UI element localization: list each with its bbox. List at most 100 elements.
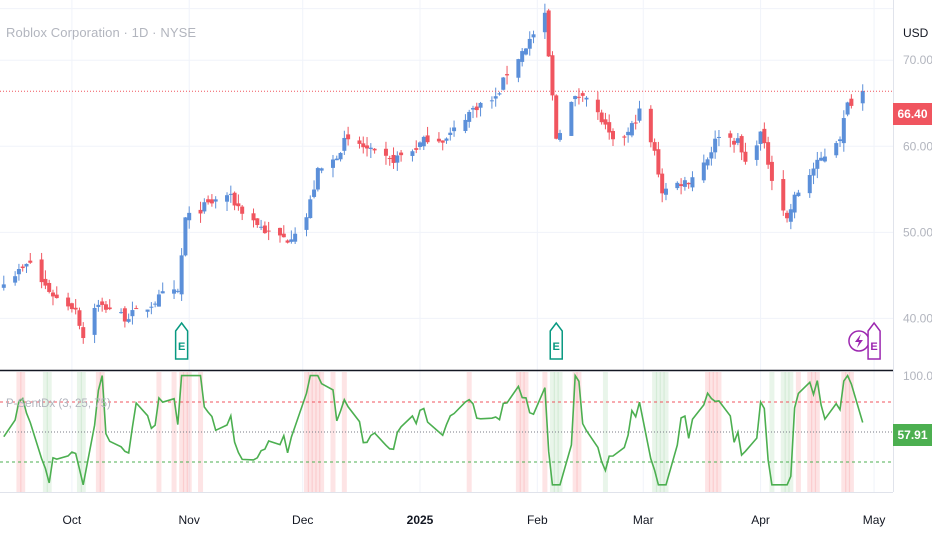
- candle: [372, 148, 377, 154]
- zone-band: [788, 372, 794, 492]
- time-tick-label: 2025: [407, 513, 434, 527]
- candle: [595, 91, 600, 120]
- candle-body: [807, 175, 812, 194]
- candle: [841, 110, 846, 152]
- candle: [130, 301, 135, 325]
- time-tick-label: Dec: [292, 513, 313, 527]
- candle: [732, 137, 737, 153]
- candle: [656, 141, 661, 178]
- candle-body: [701, 162, 706, 181]
- candle-body: [516, 59, 521, 78]
- candle-body: [474, 106, 479, 111]
- candle: [54, 286, 59, 299]
- candle-body: [16, 269, 21, 275]
- candle: [470, 105, 475, 119]
- earnings-icon[interactable]: E: [549, 321, 563, 360]
- candle-body: [107, 307, 112, 310]
- candle-body: [346, 134, 351, 140]
- candle-body: [781, 179, 786, 211]
- candle: [849, 94, 854, 109]
- candle: [807, 169, 812, 198]
- candle: [788, 203, 793, 230]
- candle: [811, 162, 816, 185]
- candle: [20, 264, 25, 272]
- candle-body: [213, 199, 218, 202]
- candle: [633, 114, 638, 130]
- currency-label[interactable]: USD: [903, 26, 929, 40]
- candle-body: [149, 306, 154, 308]
- candle: [520, 48, 525, 67]
- symbol-title[interactable]: Roblox Corporation · 1D · NYSE: [6, 25, 197, 40]
- candle-body: [278, 227, 283, 236]
- candle-body: [542, 12, 547, 33]
- candle-body: [368, 147, 373, 149]
- candle-body: [262, 225, 267, 234]
- candle: [266, 221, 271, 241]
- time-tick-label: Mar: [633, 513, 654, 527]
- candle-body: [501, 77, 506, 90]
- candle: [576, 88, 581, 105]
- candle-body: [232, 192, 237, 206]
- candle: [834, 140, 839, 158]
- candle: [497, 91, 502, 96]
- candle: [206, 195, 211, 205]
- candle-body: [739, 136, 744, 153]
- zone-band: [341, 372, 347, 492]
- earnings-icon[interactable]: E: [867, 321, 881, 360]
- candle-body: [122, 308, 127, 322]
- candle-body: [334, 158, 339, 161]
- indicator-title[interactable]: P-SentDx (3, 25, 75): [6, 398, 111, 410]
- candle: [50, 289, 55, 306]
- indicator-value-badge: 57.91: [893, 424, 932, 446]
- candle: [796, 189, 801, 197]
- zone-band: [784, 372, 790, 492]
- candle: [119, 308, 124, 314]
- candlesticks: [0, 3, 893, 344]
- candle: [713, 130, 718, 159]
- candle-body: [440, 140, 445, 143]
- zone-band: [466, 372, 472, 492]
- last-price-badge: 66.40: [893, 103, 932, 125]
- candle: [240, 205, 245, 221]
- candle: [599, 109, 604, 125]
- candle: [319, 167, 324, 174]
- time-tick-label: Feb: [527, 513, 548, 527]
- candle-body: [599, 112, 604, 123]
- lightning-icon[interactable]: [848, 330, 870, 352]
- zone-band: [602, 372, 608, 492]
- candle-body: [418, 142, 423, 147]
- candle-body: [558, 133, 563, 140]
- candle: [648, 105, 653, 148]
- candle: [505, 65, 510, 85]
- candle-body: [69, 303, 74, 310]
- candle-body: [489, 100, 494, 102]
- candle: [395, 151, 400, 171]
- candle-body: [675, 182, 680, 189]
- candle: [179, 248, 184, 301]
- zone-band: [315, 372, 321, 492]
- candle: [546, 8, 551, 58]
- candle-body: [255, 218, 260, 226]
- candle-body: [285, 240, 290, 243]
- candle-body: [183, 217, 188, 256]
- candle: [701, 154, 706, 183]
- zone-band: [716, 372, 722, 492]
- candle: [334, 155, 339, 161]
- candle-body: [505, 74, 510, 76]
- candle-body: [160, 291, 165, 294]
- candle: [255, 218, 260, 228]
- candle-body: [103, 304, 108, 310]
- candle: [766, 136, 771, 169]
- candle: [251, 208, 256, 228]
- candle-body: [792, 194, 797, 213]
- candle: [425, 126, 430, 144]
- zone-band: [848, 372, 854, 492]
- candle: [175, 288, 180, 294]
- candle: [629, 120, 634, 138]
- earnings-icon[interactable]: E: [174, 321, 189, 360]
- candle-body: [452, 127, 457, 132]
- candle: [198, 201, 203, 223]
- candle: [66, 292, 71, 311]
- candle-body: [550, 55, 555, 96]
